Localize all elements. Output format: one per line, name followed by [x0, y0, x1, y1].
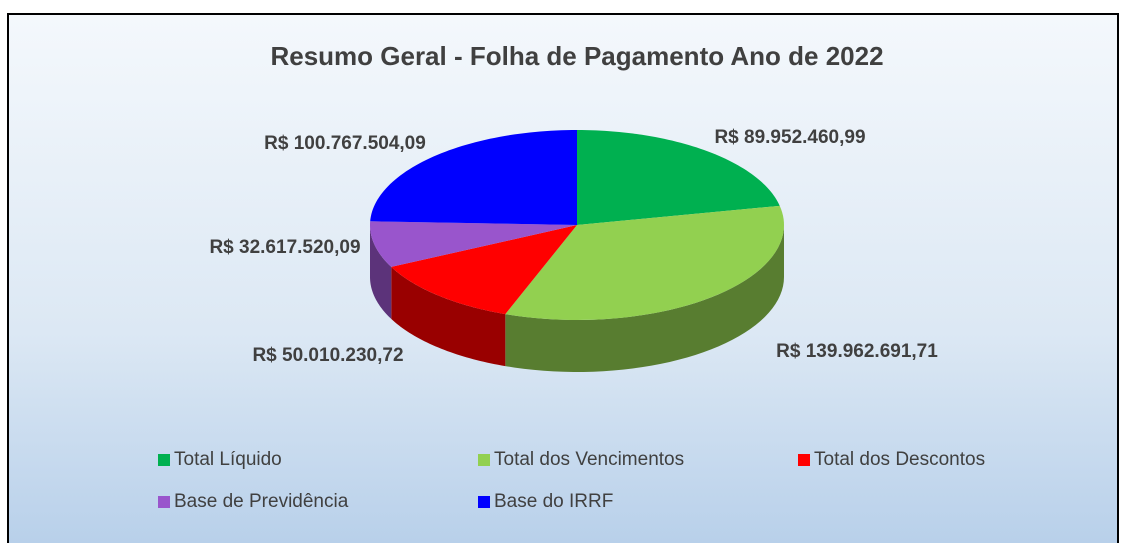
- pie-slice: [505, 205, 784, 320]
- pie-slice: [391, 225, 577, 315]
- legend-swatch: [478, 496, 490, 508]
- legend-label: Total Líquido: [174, 449, 282, 470]
- pie-side: [391, 266, 506, 367]
- legend-label: Base de Previdência: [174, 491, 349, 512]
- legend-swatch: [158, 454, 170, 466]
- data-label: R$ 89.952.460,99: [714, 127, 865, 148]
- data-label: R$ 139.962.691,71: [776, 341, 938, 362]
- legend-swatch: [798, 454, 810, 466]
- data-label: R$ 100.767.504,09: [264, 133, 426, 154]
- pie-side: [370, 225, 392, 319]
- pie-side: [505, 225, 784, 372]
- data-label: R$ 50.010.230,72: [252, 345, 403, 366]
- legend-swatch: [158, 496, 170, 508]
- legend-label: Total dos Descontos: [814, 449, 985, 470]
- pie-slice: [370, 130, 577, 225]
- pie-slice: [370, 221, 577, 267]
- legend-label: Total dos Vencimentos: [494, 449, 684, 470]
- pie-slice: [577, 130, 780, 225]
- chart-title: Resumo Geral - Folha de Pagamento Ano de…: [270, 41, 883, 71]
- data-label: R$ 32.617.520,09: [209, 237, 360, 258]
- legend-swatch: [478, 454, 490, 466]
- legend-label: Base do IRRF: [494, 491, 613, 512]
